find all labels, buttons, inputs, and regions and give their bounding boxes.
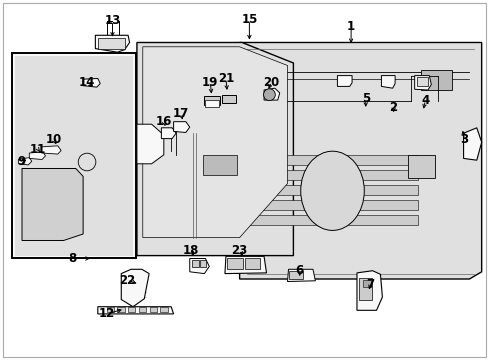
Bar: [289, 271, 303, 279]
Polygon shape: [121, 269, 149, 307]
Bar: [246, 215, 417, 225]
Bar: [244, 258, 260, 269]
Polygon shape: [22, 168, 83, 240]
Polygon shape: [98, 307, 173, 314]
Ellipse shape: [300, 151, 364, 230]
Text: 10: 10: [45, 133, 62, 146]
Polygon shape: [12, 53, 136, 258]
Text: 7: 7: [366, 278, 374, 291]
Text: 19: 19: [202, 76, 218, 89]
Bar: [416, 77, 427, 86]
Text: 2: 2: [389, 101, 397, 114]
Bar: [222, 95, 236, 103]
Text: 15: 15: [241, 13, 257, 26]
Bar: [227, 258, 243, 269]
Polygon shape: [29, 152, 45, 159]
Polygon shape: [83, 78, 100, 87]
Bar: [192, 260, 199, 267]
Bar: [149, 307, 157, 312]
Bar: [98, 38, 124, 49]
Text: 9: 9: [17, 155, 25, 168]
Text: 17: 17: [172, 107, 189, 120]
Polygon shape: [95, 35, 129, 52]
Text: 1: 1: [346, 21, 354, 33]
Text: 8: 8: [68, 252, 76, 265]
Polygon shape: [337, 76, 351, 86]
Bar: [362, 280, 370, 287]
Circle shape: [78, 153, 96, 171]
Text: 12: 12: [98, 307, 115, 320]
Polygon shape: [356, 271, 382, 310]
Bar: [117, 307, 124, 312]
Text: 21: 21: [217, 72, 234, 85]
Text: 23: 23: [231, 244, 247, 257]
Polygon shape: [463, 128, 481, 160]
Polygon shape: [381, 76, 394, 88]
Polygon shape: [137, 42, 293, 256]
Bar: [128, 307, 135, 312]
Bar: [205, 100, 219, 107]
Bar: [246, 170, 417, 180]
Bar: [420, 70, 451, 90]
Text: 4: 4: [421, 94, 428, 107]
Polygon shape: [137, 124, 163, 164]
Bar: [204, 96, 220, 105]
Polygon shape: [41, 146, 61, 154]
Bar: [246, 185, 417, 195]
Bar: [160, 307, 167, 312]
Text: 22: 22: [119, 274, 135, 287]
Polygon shape: [239, 42, 481, 279]
Polygon shape: [173, 122, 189, 132]
Polygon shape: [414, 76, 430, 90]
Text: 11: 11: [30, 143, 46, 156]
Polygon shape: [189, 258, 209, 274]
Bar: [200, 260, 206, 267]
Polygon shape: [161, 128, 176, 139]
Polygon shape: [287, 269, 315, 282]
Polygon shape: [224, 256, 266, 274]
Bar: [106, 307, 114, 312]
Text: 20: 20: [263, 76, 279, 89]
Text: 13: 13: [104, 14, 121, 27]
Bar: [246, 200, 417, 210]
Bar: [139, 307, 146, 312]
Bar: [203, 155, 237, 175]
Polygon shape: [19, 158, 32, 165]
Text: 14: 14: [79, 76, 95, 89]
Text: 6: 6: [295, 264, 303, 276]
Circle shape: [263, 89, 275, 100]
Polygon shape: [264, 88, 279, 100]
Polygon shape: [142, 47, 287, 238]
Bar: [407, 155, 434, 178]
Bar: [246, 155, 417, 165]
Bar: [359, 278, 371, 300]
Text: 18: 18: [182, 244, 199, 257]
Polygon shape: [15, 56, 133, 256]
Text: 3: 3: [460, 133, 468, 146]
Text: 16: 16: [155, 115, 172, 128]
Text: 5: 5: [361, 93, 369, 105]
